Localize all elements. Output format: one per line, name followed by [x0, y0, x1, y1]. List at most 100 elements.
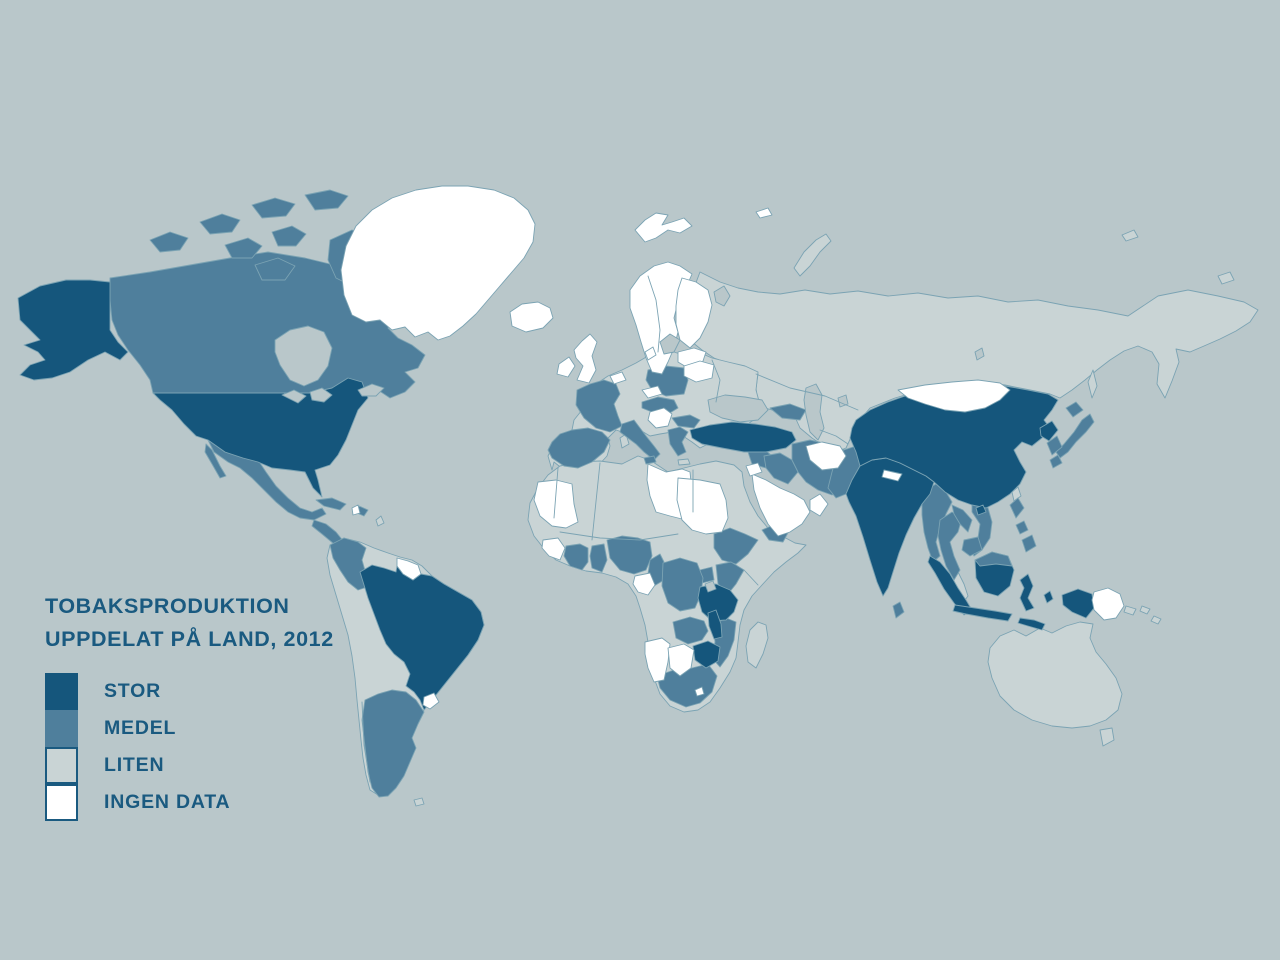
country-botswana	[667, 643, 695, 677]
country-turkey	[689, 421, 797, 453]
sea-overlays-group	[274, 285, 985, 593]
lake-baikal	[974, 347, 985, 361]
border-chile-argentina	[361, 701, 371, 783]
island-hispaniola-west	[351, 504, 361, 516]
island-wrangel	[1217, 271, 1235, 285]
country-gabon	[632, 572, 656, 596]
country-zambia	[672, 616, 709, 645]
border-sahara-2	[591, 462, 601, 541]
border-kenya-somalia	[743, 569, 759, 586]
country-north-korea	[1039, 420, 1059, 442]
islands-falkland	[413, 797, 425, 807]
country-iceland	[509, 301, 554, 333]
islands-svalbard	[634, 212, 693, 243]
legend-swatch-ingen-data	[45, 783, 78, 821]
indonesia-moluccas	[1043, 590, 1054, 604]
legend-label-stor: STOR	[104, 679, 162, 702]
region-austria-hungary	[641, 396, 679, 415]
canada-arctic-island-6	[271, 225, 307, 247]
country-finland	[675, 277, 713, 349]
country-belarus	[683, 360, 715, 383]
map-title: TOBAKSPRODUKTION UPPDELAT PÅ LAND, 2012	[45, 590, 334, 657]
region-guyanas	[396, 557, 422, 581]
legend-rows: STOR MEDEL LITEN INGEN DATA	[45, 672, 334, 821]
island-tasmania	[1099, 727, 1115, 747]
country-mexico	[207, 439, 327, 521]
legend-label-medel: MEDEL	[104, 716, 177, 739]
indonesia-sulawesi	[1019, 573, 1035, 612]
black-sea	[707, 394, 769, 423]
border-lines-group	[361, 275, 859, 783]
indonesia-lesser-sunda	[1017, 617, 1046, 631]
country-nigeria	[606, 535, 653, 575]
country-namibia	[644, 637, 671, 683]
country-saudi-arabia	[751, 473, 811, 537]
island-victoria	[254, 257, 296, 281]
indonesia-java	[952, 604, 1013, 622]
border-central-asia	[819, 429, 849, 445]
islands-antilles	[375, 515, 385, 527]
stor-countries-group	[17, 279, 1095, 711]
country-south-korea	[1046, 435, 1063, 456]
country-mongolia	[897, 379, 1011, 413]
japan-honshu	[1055, 413, 1095, 459]
country-bulgaria	[671, 414, 701, 429]
canada-arctic-island-5	[224, 237, 263, 259]
legend: TOBAKSPRODUKTION UPPDELAT PÅ LAND, 2012 …	[45, 590, 334, 821]
region-benelux	[609, 371, 627, 385]
country-greenland	[340, 185, 536, 341]
state-alaska	[17, 279, 129, 381]
great-lakes-west	[281, 389, 307, 404]
canada-arctic-island-2	[199, 213, 241, 235]
country-ghana	[589, 543, 608, 573]
islands-solomon	[1139, 605, 1151, 615]
baltic-sea	[659, 333, 681, 355]
country-jordan	[745, 462, 763, 477]
country-sudan	[676, 477, 729, 535]
country-greece	[667, 426, 689, 457]
legend-row-ingen-data: INGEN DATA	[45, 783, 334, 821]
region-balkans	[647, 407, 673, 429]
island-sicily	[643, 455, 657, 465]
island-new-britain	[1123, 605, 1137, 616]
country-ethiopia	[713, 527, 759, 565]
country-ivory-coast	[563, 543, 589, 571]
legend-swatch-liten	[45, 746, 78, 784]
philippines-visayas	[1015, 520, 1029, 535]
gulf-st-lawrence	[357, 383, 385, 397]
island-sakhalin	[1087, 369, 1098, 399]
border-russia-kazakhstan	[755, 373, 859, 411]
map-title-line1: TOBAKSPRODUKTION	[45, 594, 290, 618]
island-new-siberian	[1121, 229, 1139, 242]
country-australia	[987, 621, 1123, 729]
legend-label-liten: LITEN	[104, 753, 165, 776]
island-madagascar	[745, 621, 769, 669]
canada-arctic-island-4	[304, 189, 349, 211]
islands-franz-josef	[755, 207, 773, 219]
country-argentina	[361, 689, 425, 798]
island-crete	[677, 458, 691, 466]
country-laos	[951, 504, 973, 533]
island-novaya-zemlya	[793, 233, 832, 277]
japan-kyushu	[1049, 454, 1063, 469]
country-papua-new-guinea	[1091, 587, 1125, 621]
great-lakes-east	[309, 387, 333, 403]
country-iraq	[763, 452, 799, 485]
white-sea	[713, 285, 731, 307]
country-denmark	[644, 346, 657, 361]
country-dr-congo	[661, 557, 704, 612]
border-norway-sweden	[647, 275, 661, 353]
aral-sea	[837, 394, 849, 408]
philippines-luzon	[1009, 497, 1025, 519]
country-malawi	[707, 609, 723, 640]
island-hainan	[975, 504, 987, 516]
lake-victoria	[704, 580, 717, 593]
japan-hokkaido	[1065, 401, 1084, 418]
country-oman	[809, 493, 829, 517]
country-uk	[573, 333, 598, 384]
country-cuba	[315, 497, 347, 511]
philippines-mindanao	[1021, 534, 1037, 553]
